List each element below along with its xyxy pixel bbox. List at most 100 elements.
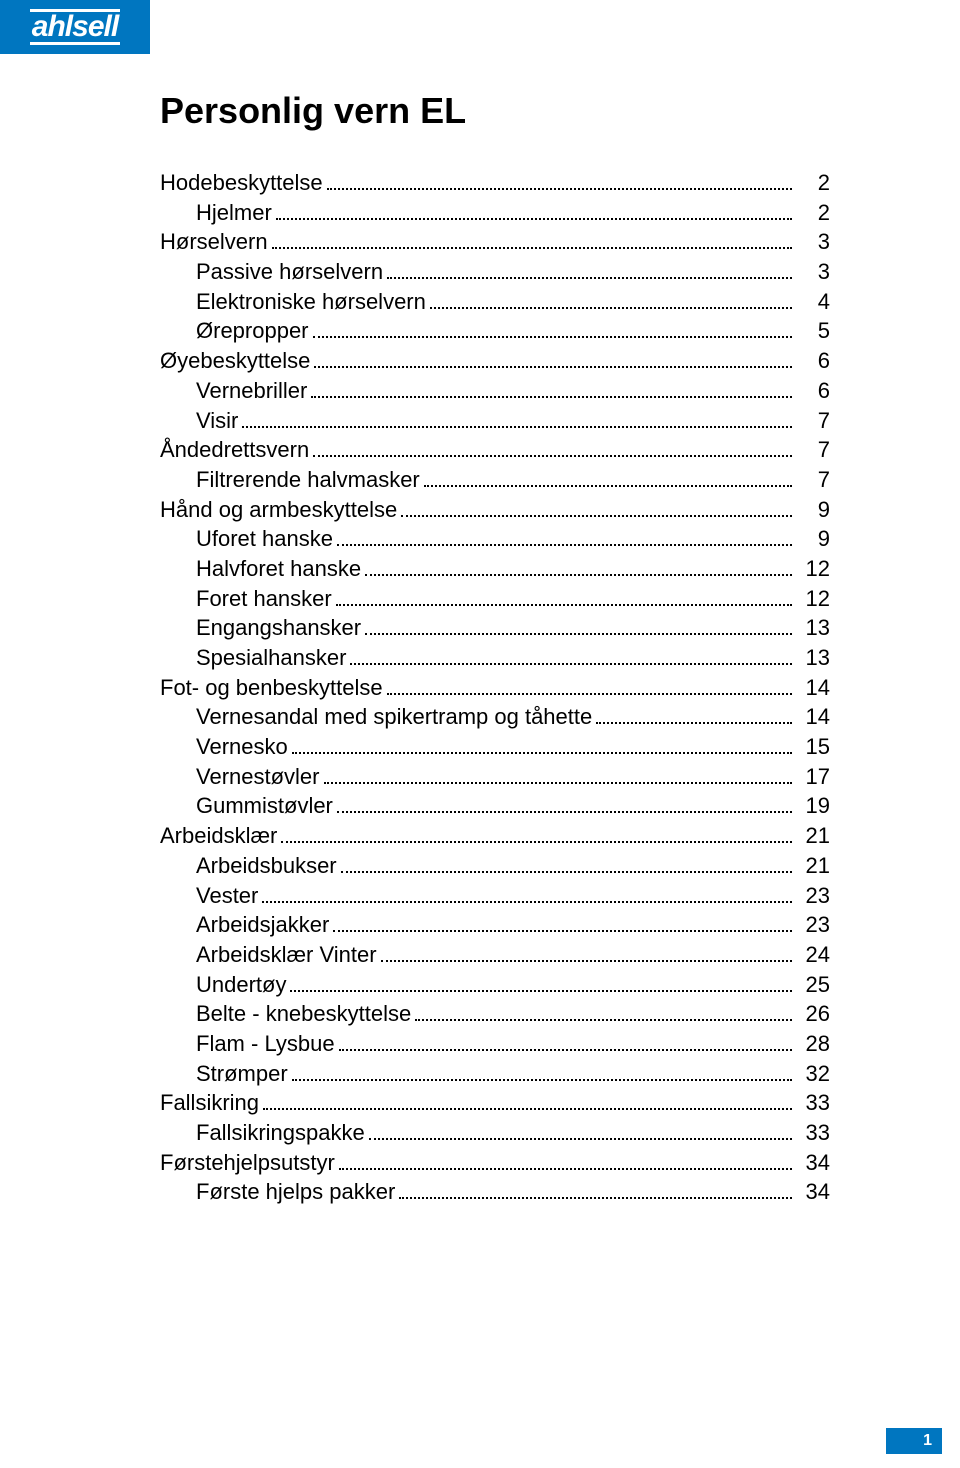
toc-leader-dots <box>339 1155 792 1170</box>
toc-label: Vernebriller <box>196 376 307 406</box>
toc-row[interactable]: Passive hørselvern3 <box>160 257 830 287</box>
toc-page-number: 33 <box>796 1118 830 1148</box>
toc-page-number: 4 <box>796 287 830 317</box>
toc-page-number: 23 <box>796 910 830 940</box>
toc-label: Førstehjelpsutstyr <box>160 1148 335 1178</box>
toc-page-number: 34 <box>796 1148 830 1178</box>
brand-logo: ahlsell <box>0 0 150 54</box>
toc-page-number: 14 <box>796 673 830 703</box>
toc-row[interactable]: Øyebeskyttelse6 <box>160 346 830 376</box>
toc-leader-dots <box>424 472 792 487</box>
toc-page-number: 24 <box>796 940 830 970</box>
toc-label: Hjelmer <box>196 198 272 228</box>
toc-leader-dots <box>313 442 792 457</box>
toc-row[interactable]: Uforet hanske9 <box>160 524 830 554</box>
toc-row[interactable]: Ørepropper5 <box>160 316 830 346</box>
toc-row[interactable]: Vester23 <box>160 881 830 911</box>
toc-row[interactable]: Strømper32 <box>160 1059 830 1089</box>
toc-row[interactable]: Vernesko15 <box>160 732 830 762</box>
footer-page-number-value: 1 <box>923 1432 932 1450</box>
toc-page-number: 7 <box>796 406 830 436</box>
toc-leader-dots <box>365 620 792 635</box>
toc-row[interactable]: Fot- og benbeskyttelse14 <box>160 673 830 703</box>
toc-label: Undertøy <box>196 970 286 1000</box>
toc-label: Foret hansker <box>196 584 332 614</box>
toc-page-number: 23 <box>796 881 830 911</box>
toc-row[interactable]: Elektroniske hørselvern4 <box>160 287 830 317</box>
page: ahlsell Personlig vern EL Hodebeskyttels… <box>0 0 960 1468</box>
toc-row[interactable]: Foret hansker 12 <box>160 584 830 614</box>
toc-label: Flam - Lysbue <box>196 1029 335 1059</box>
toc-leader-dots <box>341 858 792 873</box>
toc-leader-dots <box>381 947 792 962</box>
toc-row[interactable]: Arbeidsjakker 23 <box>160 910 830 940</box>
toc-row[interactable]: Gummistøvler19 <box>160 791 830 821</box>
toc-leader-dots <box>337 531 792 546</box>
toc-label: Engangshansker <box>196 613 361 643</box>
toc-row[interactable]: Arbeidsklær 21 <box>160 821 830 851</box>
toc-row[interactable]: Førstehjelpsutstyr 34 <box>160 1148 830 1178</box>
toc-label: Arbeidsjakker <box>196 910 329 940</box>
toc-leader-dots <box>313 323 792 338</box>
toc-page-number: 13 <box>796 613 830 643</box>
toc-row[interactable]: Vernestøvler17 <box>160 762 830 792</box>
toc-label: Hørselvern <box>160 227 268 257</box>
toc-page-number: 12 <box>796 554 830 584</box>
toc-row[interactable]: Undertøy25 <box>160 970 830 1000</box>
toc-row[interactable]: Hodebeskyttelse2 <box>160 168 830 198</box>
toc-label: Uforet hanske <box>196 524 333 554</box>
toc-row[interactable]: Spesialhansker13 <box>160 643 830 673</box>
toc-row[interactable]: Visir 7 <box>160 406 830 436</box>
toc-page-number: 19 <box>796 791 830 821</box>
toc-label: Arbeidsklær <box>160 821 277 851</box>
toc-page-number: 12 <box>796 584 830 614</box>
toc-page-number: 2 <box>796 198 830 228</box>
toc-page-number: 21 <box>796 851 830 881</box>
toc-label: Øyebeskyttelse <box>160 346 310 376</box>
toc-page-number: 32 <box>796 1059 830 1089</box>
toc-label: Første hjelps pakker <box>196 1177 395 1207</box>
toc-leader-dots <box>272 234 792 249</box>
toc-row[interactable]: Arbeidsbukser21 <box>160 851 830 881</box>
toc-leader-dots <box>281 828 792 843</box>
toc-leader-dots <box>399 1184 792 1199</box>
toc-row[interactable]: Hørselvern3 <box>160 227 830 257</box>
toc-label: Hånd og armbeskyttelse <box>160 495 397 525</box>
toc-row[interactable]: Belte - knebeskyttelse 26 <box>160 999 830 1029</box>
toc-label: Vernesandal med spikertramp og tåhette <box>196 702 592 732</box>
toc-row[interactable]: Arbeidsklær Vinter 24 <box>160 940 830 970</box>
toc-page-number: 6 <box>796 376 830 406</box>
toc-leader-dots <box>415 1006 792 1021</box>
toc-page-number: 3 <box>796 257 830 287</box>
toc-row[interactable]: Engangshansker 13 <box>160 613 830 643</box>
toc-leader-dots <box>333 917 792 932</box>
toc-leader-dots <box>350 650 792 665</box>
toc-page-number: 9 <box>796 495 830 525</box>
toc-row[interactable]: Fallsikring33 <box>160 1088 830 1118</box>
toc-page-number: 21 <box>796 821 830 851</box>
toc-label: Filtrerende halvmasker <box>196 465 420 495</box>
toc-row[interactable]: Vernesandal med spikertramp og tåhette14 <box>160 702 830 732</box>
toc-leader-dots <box>401 501 792 516</box>
toc-row[interactable]: Hånd og armbeskyttelse 9 <box>160 495 830 525</box>
toc-label: Visir <box>196 406 238 436</box>
toc-page-number: 26 <box>796 999 830 1029</box>
toc-row[interactable]: Flam - Lysbue28 <box>160 1029 830 1059</box>
toc-page-number: 7 <box>796 465 830 495</box>
toc-row[interactable]: Første hjelps pakker34 <box>160 1177 830 1207</box>
toc-leader-dots <box>292 739 792 754</box>
toc-row[interactable]: Åndedrettsvern7 <box>160 435 830 465</box>
toc-leader-dots <box>365 561 792 576</box>
toc-leader-dots <box>262 887 792 902</box>
toc-row[interactable]: Vernebriller 6 <box>160 376 830 406</box>
toc-page-number: 33 <box>796 1088 830 1118</box>
toc-row[interactable]: Filtrerende halvmasker 7 <box>160 465 830 495</box>
toc-leader-dots <box>263 1095 792 1110</box>
toc-leader-dots <box>290 976 792 991</box>
toc-label: Vernestøvler <box>196 762 320 792</box>
toc-label: Arbeidsklær Vinter <box>196 940 377 970</box>
toc-row[interactable]: Fallsikringspakke33 <box>160 1118 830 1148</box>
toc-label: Belte - knebeskyttelse <box>196 999 411 1029</box>
toc-row[interactable]: Hjelmer 2 <box>160 198 830 228</box>
toc-row[interactable]: Halvforet hanske12 <box>160 554 830 584</box>
